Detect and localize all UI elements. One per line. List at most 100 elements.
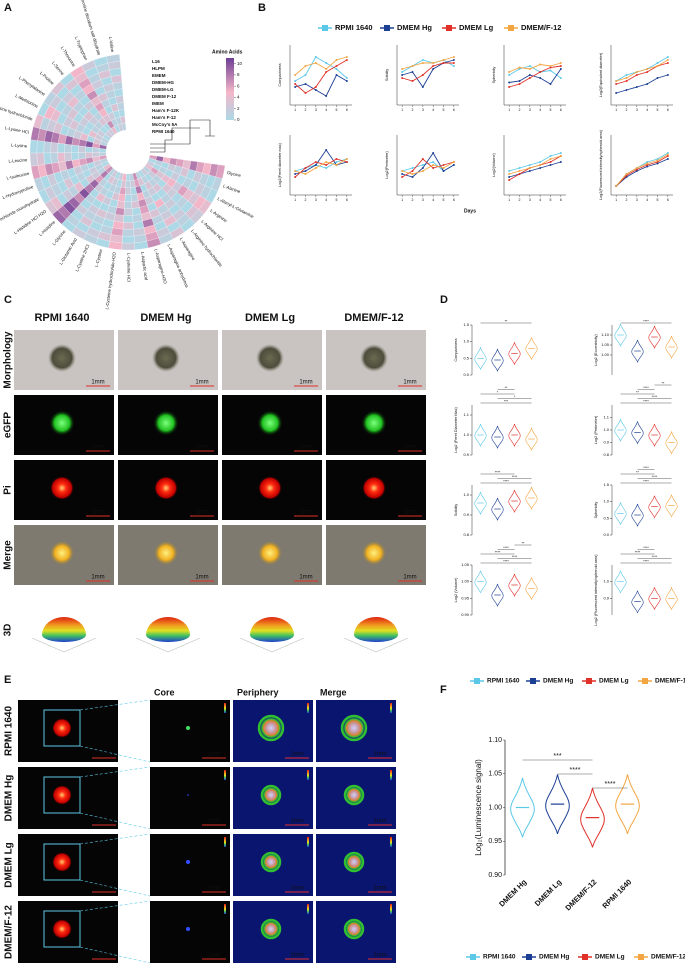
spheroid-core — [186, 726, 190, 730]
series-line — [615, 155, 669, 187]
point — [549, 83, 552, 85]
x-tick-label: 6 — [453, 108, 455, 112]
heatmap-cell — [50, 152, 59, 164]
series-line — [616, 62, 668, 85]
amino-acid-label: L-Alanine — [222, 183, 241, 194]
axis — [610, 45, 673, 106]
heatmap-cell — [36, 152, 45, 166]
axes-3d — [31, 637, 97, 653]
series-line — [402, 59, 454, 88]
point — [421, 164, 424, 166]
point — [559, 161, 562, 163]
significance-label: **** — [652, 475, 658, 479]
x-tick-label: 5 — [443, 198, 445, 202]
spheroid — [154, 541, 178, 565]
point — [539, 164, 542, 166]
point — [508, 170, 511, 172]
point — [625, 89, 628, 91]
point — [442, 62, 445, 64]
legend-marker — [530, 678, 536, 684]
amino-acid-label: L-Histidine — [38, 219, 57, 237]
spheroid — [52, 718, 72, 738]
point — [666, 62, 669, 64]
point — [656, 161, 659, 163]
amino-acid-label: L-Arginine HCl — [200, 219, 224, 242]
y-tick-label: 1.0 — [603, 499, 609, 504]
significance-label: **** — [643, 399, 649, 403]
series-line — [616, 59, 669, 82]
point — [411, 176, 414, 178]
x-tick-label: 3 — [636, 108, 638, 112]
series-line — [295, 158, 347, 172]
heatmap-cell — [121, 242, 136, 251]
amino-acid-label: L-Serine — [51, 60, 66, 76]
x-tick-label: 5 — [336, 198, 338, 202]
intensity-scale — [224, 703, 226, 713]
point — [646, 161, 649, 163]
point — [528, 77, 531, 79]
y-tick-label: 0.9 — [603, 595, 609, 600]
zoom-line — [79, 833, 151, 897]
point — [421, 170, 424, 172]
amino-acid-label: L-Valine — [108, 37, 115, 54]
y-tick-label: 0.0 — [603, 532, 609, 537]
point — [528, 170, 531, 172]
legend-label: DMEM/F-12 — [651, 954, 685, 961]
micrograph — [150, 700, 230, 762]
medium-label: Ham's F-12K — [152, 108, 180, 113]
series-line — [508, 62, 561, 73]
y-tick-label: 1.5 — [463, 322, 469, 327]
legend-label: DMEM/F-12 — [521, 23, 561, 32]
panel-label: E — [4, 674, 11, 686]
point — [656, 77, 659, 79]
point — [452, 161, 455, 163]
scale-label: 1mm — [373, 752, 386, 758]
significance-label: **** — [512, 475, 518, 479]
x-tick-label: 2 — [412, 198, 414, 202]
spheroid — [343, 784, 365, 806]
point — [304, 65, 307, 67]
point — [411, 170, 414, 172]
panel-label: B — [258, 2, 266, 14]
row-label: Morphology — [3, 331, 14, 389]
axes-3d — [343, 637, 409, 653]
point — [656, 65, 659, 67]
point — [335, 161, 338, 163]
point — [294, 74, 297, 76]
point — [518, 170, 521, 172]
x-tick-label: 5 — [336, 108, 338, 112]
significance-label: **** — [635, 550, 641, 554]
spheroid — [50, 541, 74, 565]
point — [432, 152, 435, 154]
heatmap-cell — [78, 152, 86, 160]
micrograph — [150, 901, 230, 963]
y-axis-label: Solidity — [454, 504, 458, 516]
x-tick-label: 5 — [443, 108, 445, 112]
spheroid — [52, 785, 72, 805]
scale-label: 1mm — [299, 380, 312, 386]
series-line — [402, 62, 454, 82]
legend-marker — [582, 954, 588, 960]
significance-label: ** — [505, 319, 508, 323]
x-tick-label: 4 — [432, 108, 434, 112]
x-tick-label: 4 — [646, 198, 648, 202]
amino-acid-label: L-Cystine — [94, 248, 104, 267]
point — [646, 162, 649, 165]
column-header: Core — [154, 687, 175, 697]
point — [325, 161, 328, 163]
point — [345, 77, 348, 79]
y-tick-label: 1.00 — [488, 804, 502, 811]
significance-label: **** — [652, 555, 658, 559]
point — [314, 161, 317, 163]
y-tick-label: 0.95 — [461, 595, 470, 600]
scale-label: 1mm — [207, 886, 220, 892]
panel-label: D — [440, 294, 448, 306]
spheroid — [152, 344, 180, 372]
x-tick-label: 3 — [636, 198, 638, 202]
x-tick-label: 1 — [294, 108, 296, 112]
x-tick-label: RPMI 1640 — [600, 877, 633, 910]
x-tick-label: 2 — [305, 108, 307, 112]
heatmap-cell — [124, 201, 133, 209]
point — [345, 59, 348, 61]
